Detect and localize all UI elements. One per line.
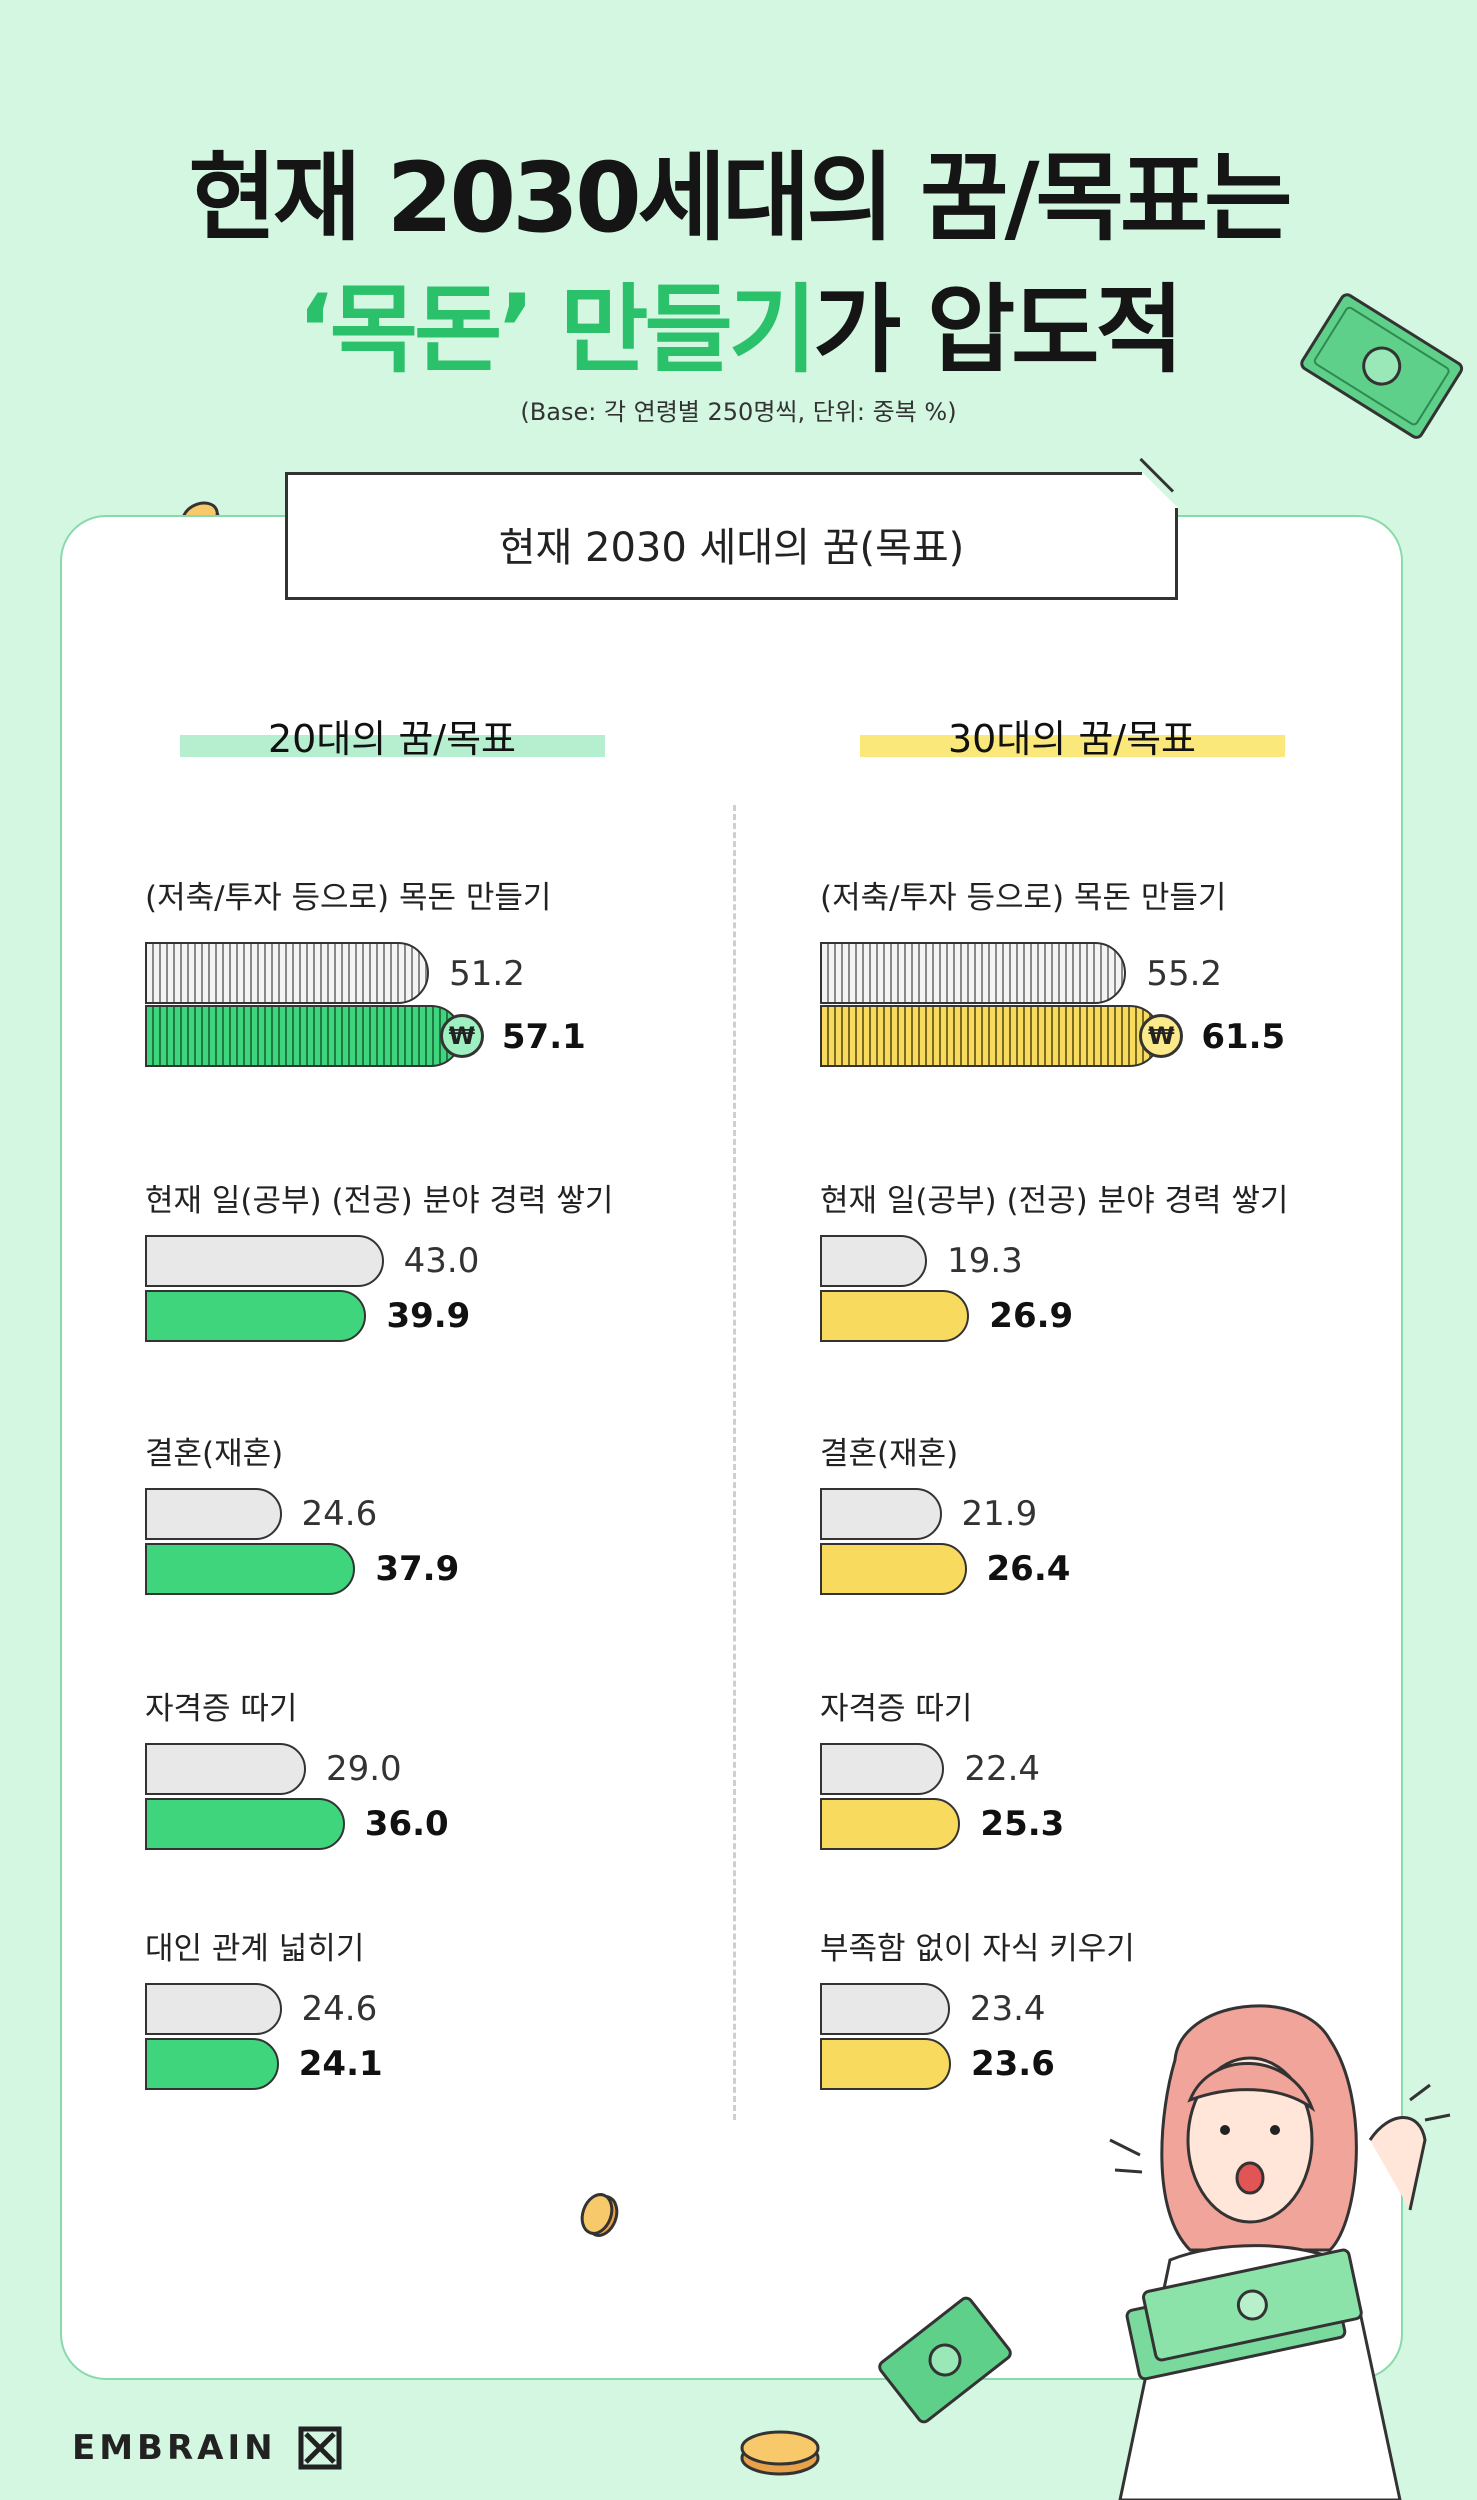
chart-title-20s: 20대의 꿈/목표 (267, 717, 517, 761)
category-label-20s: 현재 일(공부) (전공) 분야 경력 쌓기 (145, 1183, 614, 1219)
bar-20s-previous (145, 1235, 384, 1287)
value-label-30s-previous: 55.2 (1146, 954, 1223, 994)
woman-holding-money-illustration (1109, 2004, 1451, 2500)
main-title-line1: 현재 2030세대의 꿈/목표는 (188, 142, 1293, 254)
value-label-20s-current: 36.0 (364, 1804, 449, 1844)
bar-20s-current (145, 1543, 356, 1595)
banknote-icon (1300, 293, 1464, 439)
bar-20s-previous (145, 1983, 282, 2035)
bar-30s-previous (820, 1743, 945, 1795)
value-label-30s-current: 26.4 (986, 1549, 1071, 1589)
brand-logo-icon (298, 2426, 342, 2470)
banknote-icon (878, 2296, 1012, 2424)
bar-20s-current (145, 1005, 462, 1067)
value-label-30s-previous: 19.3 (947, 1241, 1023, 1281)
bar-30s-current (820, 1543, 967, 1595)
heading-highlight-20s (180, 735, 605, 757)
value-label-20s-current: 39.9 (386, 1296, 471, 1336)
value-label-30s-current: 25.3 (980, 1804, 1065, 1844)
value-label-20s-previous: 29.0 (325, 1749, 402, 1789)
brand-logo: EMBRAIN (72, 2428, 277, 2468)
heading-highlight-30s (860, 735, 1285, 757)
value-label-20s-previous: 43.0 (403, 1241, 480, 1281)
main-title-line2: ‘목돈’ 만들기가 압도적 (0, 252, 1477, 391)
title-accent: ‘목돈’ 만들기 (297, 274, 817, 386)
bar-30s-current (820, 1798, 961, 1850)
bar-30s-previous (820, 942, 1127, 1004)
value-label-20s-previous: 24.6 (301, 1989, 378, 2029)
bar-30s-current (820, 1005, 1162, 1067)
value-label-30s-previous: 22.4 (964, 1749, 1041, 1789)
category-label-20s: (저축/투자 등으로) 목돈 만들기 (145, 880, 552, 916)
value-label-20s-previous: 24.6 (301, 1494, 378, 1534)
won-coin-icon: ₩ (439, 1014, 484, 1058)
bar-20s-current (145, 2038, 279, 2090)
subtitle-box: 현재 2030 세대의 꿈(목표) (285, 457, 1178, 600)
value-label-20s-previous: 51.2 (449, 954, 525, 994)
category-label-20s: 자격증 따기 (145, 1691, 298, 1727)
value-label-30s-current: 61.5 (1201, 1017, 1286, 1057)
value-label-20s-current: 57.1 (501, 1017, 586, 1057)
column-divider (733, 805, 736, 2120)
bar-20s-previous (145, 1488, 282, 1540)
bar-20s-previous (145, 1743, 306, 1795)
subtitle: 현재 2030 세대의 꿈(목표) (498, 525, 965, 571)
value-label-20s-current: 24.1 (298, 2044, 383, 2084)
coin-icon (580, 2193, 619, 2237)
chart-title-30s: 30대의 꿈/목표 (947, 717, 1197, 761)
category-label-30s: 현재 일(공부) (전공) 분야 경력 쌓기 (820, 1183, 1289, 1219)
title-rest: 가 압도적 (813, 274, 1184, 386)
value-label-20s-current: 37.9 (375, 1549, 460, 1589)
bar-20s-current (145, 1290, 367, 1342)
category-label-30s: 부족함 없이 자식 키우기 (820, 1931, 1135, 1967)
bar-20s-current (145, 1798, 345, 1850)
value-label-30s-current: 26.9 (989, 1296, 1074, 1336)
category-label-20s: 결혼(재혼) (145, 1436, 284, 1472)
bar-30s-current (820, 1290, 970, 1342)
coin-stack-icon (740, 2430, 820, 2476)
category-label-30s: (저축/투자 등으로) 목돈 만들기 (820, 880, 1227, 916)
value-label-30s-current: 23.6 (970, 2044, 1055, 2084)
category-label-20s: 대인 관계 넓히기 (145, 1931, 365, 1967)
bar-30s-previous (820, 1488, 942, 1540)
bar-30s-previous (820, 1235, 928, 1287)
bar-30s-current (820, 2038, 951, 2090)
value-label-30s-previous: 21.9 (961, 1494, 1038, 1534)
category-label-30s: 자격증 따기 (820, 1691, 973, 1727)
value-label-30s-previous: 23.4 (969, 1989, 1046, 2029)
bar-30s-previous (820, 1983, 950, 2035)
category-label-30s: 결혼(재혼) (820, 1436, 959, 1472)
bar-20s-previous (145, 942, 430, 1004)
won-coin-icon: ₩ (1139, 1014, 1184, 1058)
base-note: (Base: 각 연령별 250명씩, 단위: 중복 %) (520, 398, 957, 426)
